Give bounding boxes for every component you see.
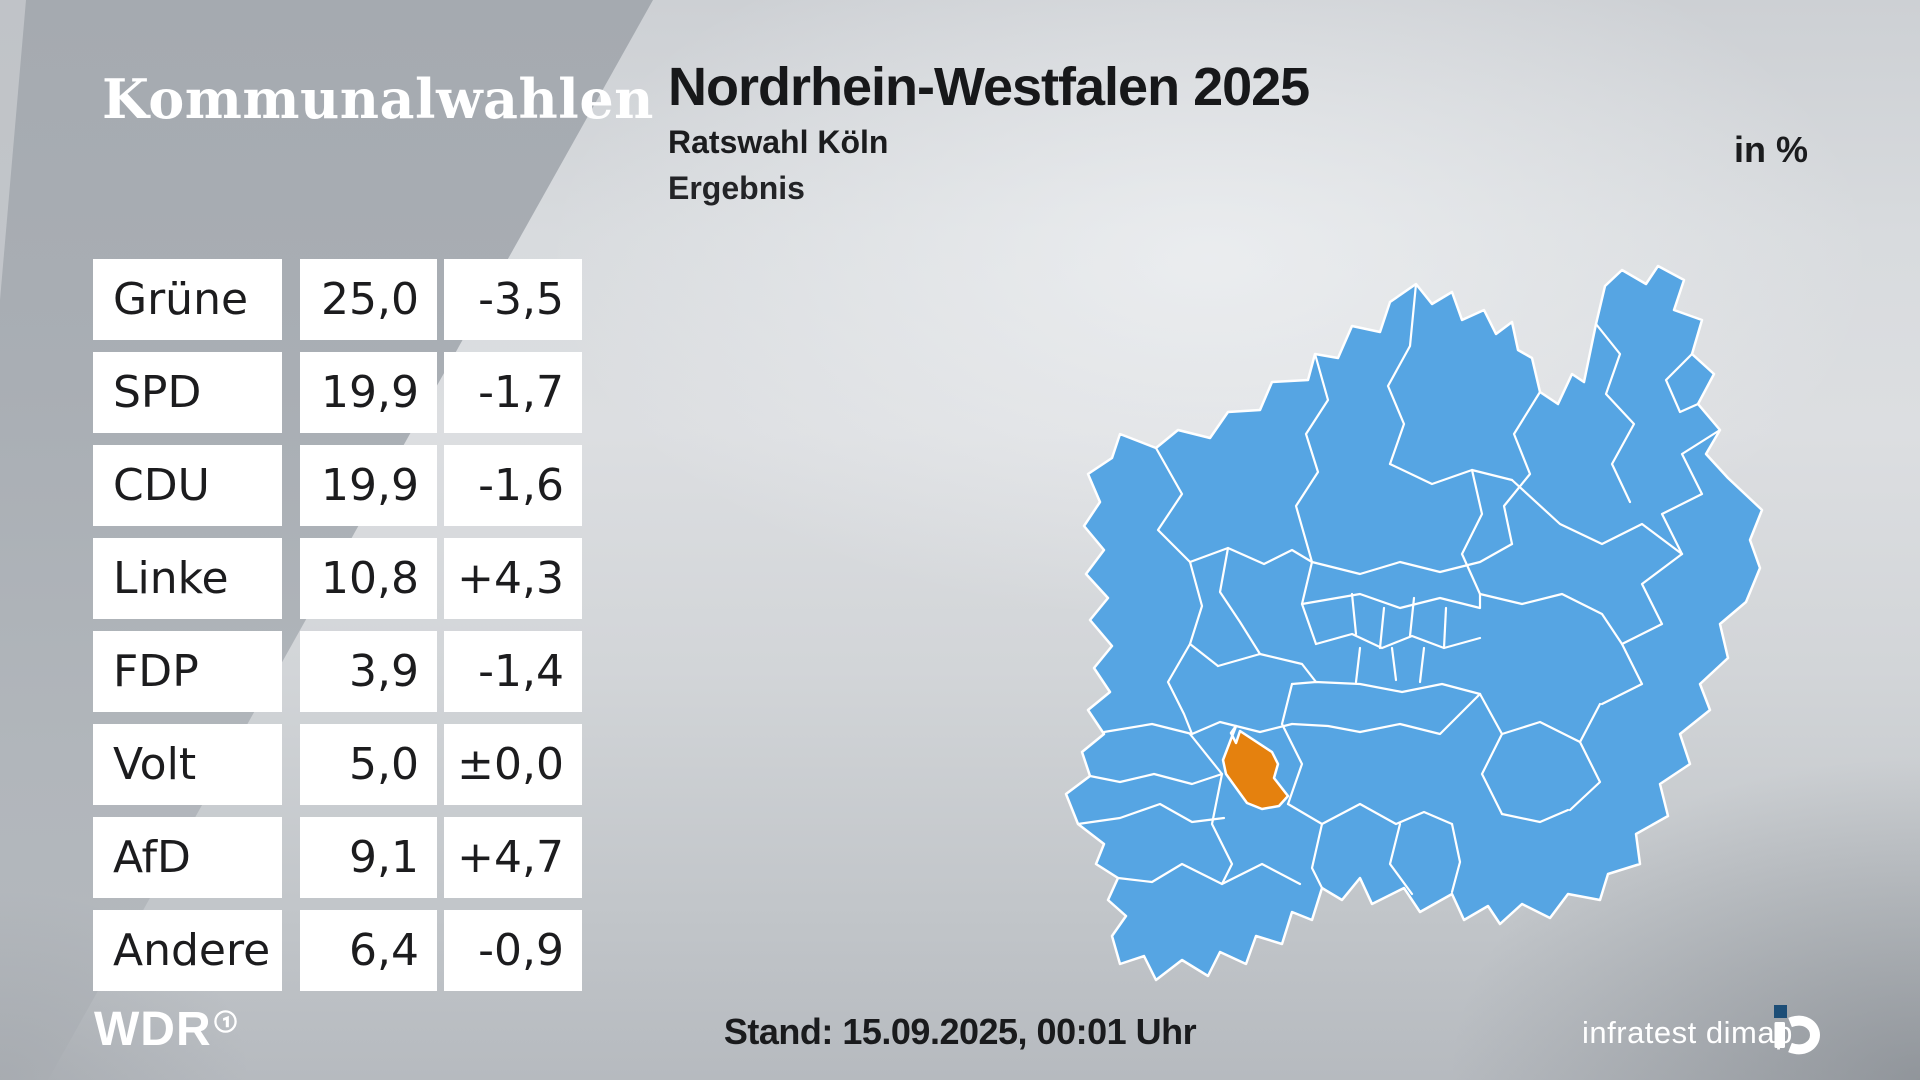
value-cell: 19,9 <box>300 445 437 526</box>
ard-one-icon <box>214 1010 237 1033</box>
party-name-cell: CDU <box>93 445 282 526</box>
table-row: SPD 19,9 -1,7 <box>93 352 582 433</box>
table-row: Volt 5,0 ±0,0 <box>93 724 582 805</box>
wdr-logo: WDR <box>94 1003 212 1056</box>
value-cell: 3,9 <box>300 631 437 712</box>
value-cell: 25,0 <box>300 259 437 340</box>
infratest-dimap-label: infratest dimap <box>1582 1015 1793 1050</box>
party-name-cell: Volt <box>93 724 282 805</box>
party-name-cell: FDP <box>93 631 282 712</box>
change-cell: ±0,0 <box>444 724 582 805</box>
value-cell: 19,9 <box>300 352 437 433</box>
value-cell: 9,1 <box>300 817 437 898</box>
change-cell: +4,3 <box>444 538 582 619</box>
table-row: Andere 6,4 -0,9 <box>93 910 582 991</box>
value-cell: 10,8 <box>300 538 437 619</box>
change-cell: -1,4 <box>444 631 582 712</box>
change-cell: -0,9 <box>444 910 582 991</box>
table-row: AfD 9,1 +4,7 <box>93 817 582 898</box>
table-row: Grüne 25,0 -3,5 <box>93 259 582 340</box>
result-status-label: Ergebnis <box>668 170 805 206</box>
change-cell: -3,5 <box>444 259 582 340</box>
change-cell: +4,7 <box>444 817 582 898</box>
change-cell: -1,7 <box>444 352 582 433</box>
stand-timestamp: Stand: 15.09.2025, 00:01 Uhr <box>723 1011 1197 1052</box>
party-name-cell: Andere <box>93 910 282 991</box>
table-row: FDP 3,9 -1,4 <box>93 631 582 712</box>
party-name-cell: Grüne <box>93 259 282 340</box>
party-name-cell: AfD <box>93 817 282 898</box>
infratest-dimap-logo <box>1774 1005 1820 1055</box>
party-name-cell: Linke <box>93 538 282 619</box>
table-row: CDU 19,9 -1,6 <box>93 445 582 526</box>
results-table: Grüne 25,0 -3,5 SPD 19,9 -1,7 CDU 19,9 -… <box>93 259 582 1003</box>
table-row: Linke 10,8 +4,3 <box>93 538 582 619</box>
district-borders <box>1076 282 1722 896</box>
unit-label: in % <box>1733 129 1808 170</box>
state-outline <box>1064 264 1764 982</box>
district-koeln-highlight <box>1221 724 1290 811</box>
value-cell: 6,4 <box>300 910 437 991</box>
value-cell: 5,0 <box>300 724 437 805</box>
subtitle-election: Ratswahl Köln <box>668 124 889 160</box>
party-name-cell: SPD <box>93 352 282 433</box>
nrw-map <box>1060 262 1765 984</box>
page-title: Nordrhein-Westfalen 2025 <box>668 57 1310 117</box>
program-title: Kommunalwahlen <box>102 67 654 131</box>
change-cell: -1,6 <box>444 445 582 526</box>
